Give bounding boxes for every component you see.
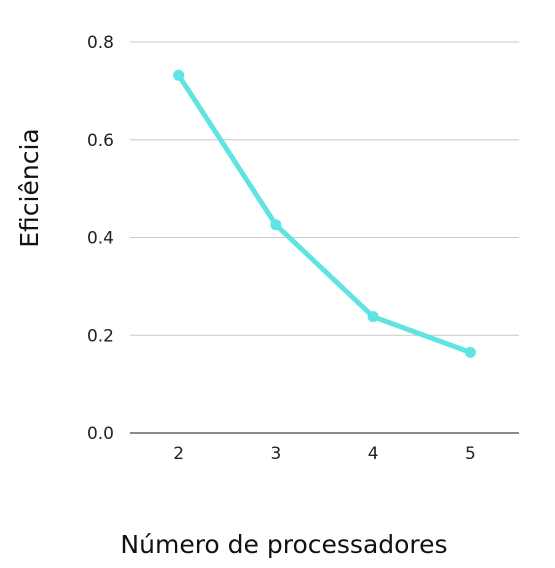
y-tick-label-1: 0.2 [87,326,114,346]
y-tick-label-0: 0.0 [87,424,114,444]
y-tick-label-2: 0.4 [87,229,114,249]
grid-lines [130,41,519,336]
x-tick-label-3: 5 [465,444,476,464]
data-point-0-3 [464,346,476,358]
series [173,69,476,358]
y-axis-title: Eficiência [15,128,44,247]
y-tick-labels: 0.0 0.2 0.4 0.6 0.8 [87,33,114,444]
series-line-0 [176,72,473,355]
data-point-0-0 [173,69,185,81]
x-axis-title: Número de processadores [120,530,447,559]
x-tick-label-2: 4 [368,444,379,464]
data-point-0-1 [270,219,282,231]
x-tick-label-0: 2 [173,444,184,464]
data-point-0-2 [367,311,379,323]
y-tick-label-3: 0.6 [87,131,114,151]
x-tick-label-1: 3 [270,444,281,464]
x-tick-labels: 2 3 4 5 [173,444,476,464]
y-tick-label-4: 0.8 [87,33,114,53]
